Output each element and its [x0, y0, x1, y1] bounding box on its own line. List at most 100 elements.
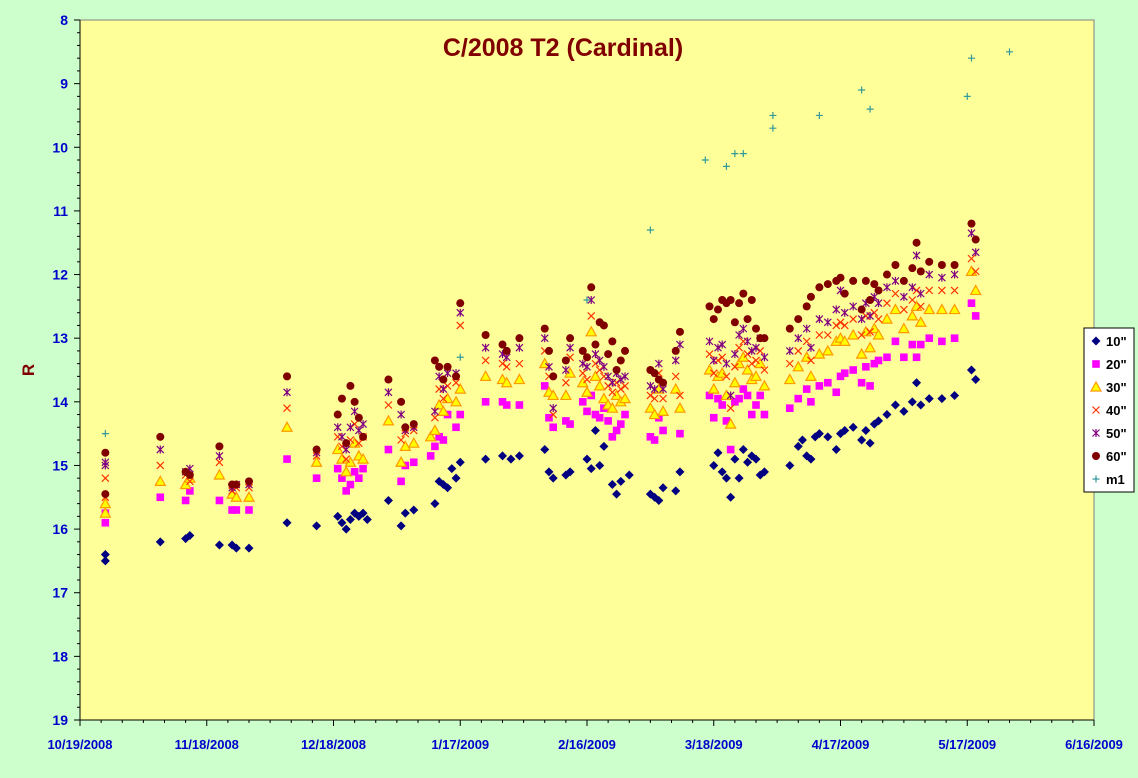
- data-point: [916, 267, 925, 276]
- data-point: [599, 362, 608, 371]
- data-point: [925, 270, 934, 279]
- data-point: [624, 470, 634, 480]
- data-point: [900, 353, 908, 362]
- data-point: [101, 518, 110, 527]
- data-point: [583, 296, 591, 304]
- legend-box: [1083, 327, 1135, 493]
- data-point: [899, 292, 908, 301]
- data-point: [950, 286, 959, 295]
- data-point: [840, 321, 849, 330]
- data-point: [738, 445, 748, 455]
- data-point: [400, 508, 410, 518]
- data-point: [705, 302, 714, 311]
- legend-label: 60": [1106, 449, 1127, 464]
- data-point: [840, 308, 849, 317]
- data-point: [802, 324, 811, 333]
- data-point: [587, 296, 596, 304]
- data-point: [214, 540, 224, 550]
- data-point: [883, 283, 891, 292]
- data-point: [874, 315, 883, 324]
- data-point: [283, 404, 291, 413]
- data-point: [283, 455, 291, 463]
- data-point: [849, 302, 858, 311]
- data-point: [498, 340, 507, 349]
- data-point: [608, 433, 617, 441]
- data-point: [709, 315, 718, 324]
- y-tick-label: 9: [60, 76, 68, 92]
- data-point: [806, 454, 816, 464]
- data-point: [100, 550, 110, 560]
- x-tick-label: 4/17/2009: [812, 737, 870, 752]
- data-point: [891, 276, 900, 285]
- data-point: [802, 337, 811, 346]
- data-point: [401, 423, 410, 432]
- data-point: [739, 150, 747, 158]
- data-point: [866, 382, 874, 390]
- data-point: [722, 417, 731, 425]
- data-point: [342, 455, 351, 464]
- data-point: [759, 467, 769, 477]
- y-tick-label: 11: [53, 203, 68, 219]
- data-point: [358, 508, 368, 518]
- data-point: [743, 315, 752, 324]
- data-point: [451, 473, 461, 483]
- data-point: [583, 407, 591, 416]
- data-point: [916, 340, 925, 349]
- data-point: [783, 373, 796, 385]
- data-point: [747, 346, 756, 355]
- data-point: [245, 477, 253, 486]
- data-point: [616, 385, 625, 394]
- data-point: [232, 480, 241, 489]
- data-point: [101, 474, 110, 483]
- data-point: [792, 360, 805, 372]
- series-6: [101, 219, 980, 499]
- data-point: [718, 353, 727, 362]
- data-point: [730, 362, 739, 371]
- data-point: [644, 401, 657, 413]
- data-point: [874, 356, 883, 365]
- data-point: [769, 124, 777, 132]
- data-point: [908, 296, 917, 304]
- data-point: [606, 401, 619, 413]
- data-point: [232, 506, 241, 514]
- data-point: [705, 391, 714, 400]
- data-point: [424, 430, 437, 442]
- data-point: [880, 312, 893, 324]
- data-point: [548, 473, 558, 483]
- data-point: [565, 467, 575, 477]
- data-point: [515, 359, 524, 368]
- data-point: [341, 524, 351, 534]
- data-point: [721, 473, 731, 483]
- data-point: [433, 398, 446, 410]
- data-point: [619, 392, 632, 404]
- data-point: [547, 389, 560, 401]
- data-point: [101, 458, 110, 467]
- data-point: [731, 150, 739, 158]
- data-point: [502, 362, 511, 371]
- data-point: [456, 299, 465, 308]
- data-point: [807, 398, 815, 406]
- data-point: [545, 362, 553, 371]
- data-point: [230, 491, 243, 502]
- data-point: [858, 86, 866, 94]
- data-point: [456, 308, 465, 317]
- data-point: [589, 370, 602, 381]
- data-point: [430, 356, 439, 365]
- data-point: [333, 410, 342, 419]
- data-point: [804, 370, 817, 381]
- data-point: [807, 343, 815, 352]
- data-point: [823, 318, 832, 327]
- data-point: [439, 385, 448, 394]
- data-point: [544, 467, 554, 477]
- data-point: [966, 365, 976, 375]
- data-point: [849, 315, 858, 324]
- data-point: [709, 369, 718, 378]
- data-point: [739, 289, 748, 298]
- data-point: [397, 477, 405, 486]
- legend-label: 10": [1106, 334, 1127, 349]
- data-point: [882, 410, 892, 420]
- data-point: [726, 404, 735, 413]
- legend-label: m1: [1106, 472, 1125, 487]
- data-point: [848, 422, 858, 432]
- data-point: [359, 464, 367, 473]
